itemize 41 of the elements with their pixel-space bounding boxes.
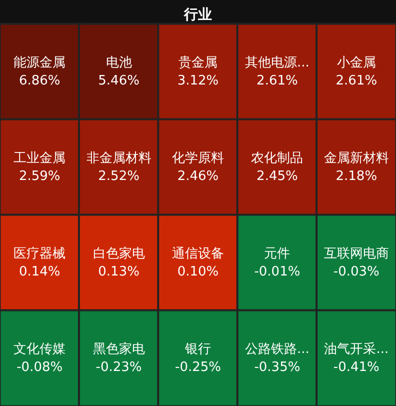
category-label: 工业金属	[14, 150, 66, 166]
category-label: 通信设备	[172, 246, 224, 262]
category-label: 金属新材料	[324, 150, 389, 166]
data-label: -0.03%	[333, 264, 380, 280]
data-label: 0.14%	[18, 264, 60, 280]
data-label: 2.18%	[336, 168, 378, 184]
category-label: 能源金属	[14, 55, 66, 70]
category-label: 银行	[184, 342, 211, 357]
category-label: 化学原料	[172, 150, 224, 166]
category-label: 文化传媒	[14, 342, 66, 357]
category-label: 电池	[106, 55, 132, 70]
data-label: 2.61%	[336, 73, 378, 88]
data-label: 2.52%	[98, 168, 140, 184]
data-label: 2.61%	[256, 73, 298, 88]
category-label: 公路铁路...	[244, 342, 310, 357]
data-label: 6.86%	[18, 73, 60, 88]
category-label: 非金属材料	[86, 150, 152, 166]
category-label: 油气开采...	[324, 342, 389, 357]
data-label: 2.59%	[18, 168, 60, 184]
category-label: 互联网电商	[324, 246, 389, 262]
data-label: -0.35%	[254, 360, 300, 375]
data-label: -0.01%	[254, 264, 300, 280]
data-label: 3.12%	[177, 73, 219, 88]
data-label: -0.23%	[96, 360, 142, 375]
category-label: 贵金属	[178, 55, 218, 70]
data-label: 2.46%	[177, 168, 219, 184]
data-label: -0.25%	[175, 360, 221, 375]
category-label: 农化制品	[251, 150, 304, 166]
text: 行业	[183, 7, 212, 23]
data-label: 0.10%	[177, 264, 219, 280]
category-label: 其他电源...	[244, 55, 310, 70]
data-label: 5.46%	[98, 73, 140, 88]
data-label: -0.41%	[333, 360, 380, 375]
data-label: 2.45%	[256, 168, 298, 184]
category-label: 小金属	[336, 55, 376, 70]
category-label: 黑色家电	[92, 340, 145, 357]
category-label: 白色家电	[92, 245, 145, 262]
category-label: 医疗器械	[14, 246, 66, 262]
category-label: 元件	[264, 246, 290, 262]
data-label: 0.13%	[98, 264, 140, 280]
data-label: -0.08%	[16, 360, 63, 375]
